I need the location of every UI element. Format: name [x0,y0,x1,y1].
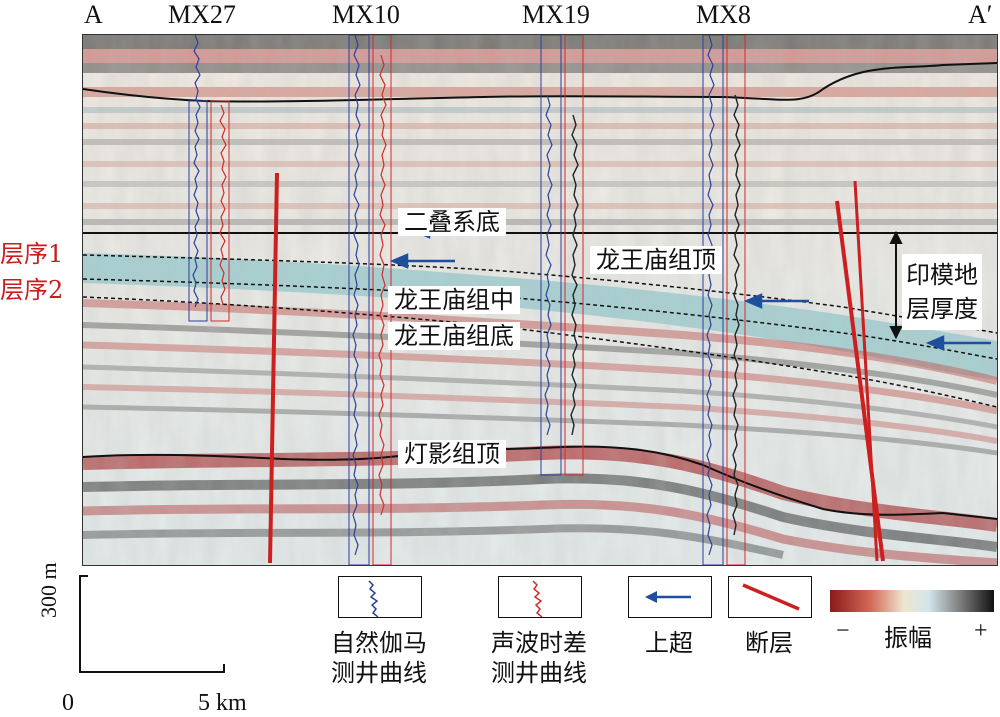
legend-gamma-line2: 测井曲线 [331,659,427,687]
vertical-scale-label: 300 m [36,562,61,618]
sequence-1-label: 层序1 [0,240,64,268]
legend-gamma-swatch [338,576,422,618]
legend-onlap-label: 上超 [645,629,693,657]
permian-base-label: 二叠系底 [398,208,506,236]
lwm-mid-horizon [83,278,997,360]
amplitude-colorbar [830,590,994,612]
thickness-arrow [889,230,903,340]
fault-2 [835,200,885,562]
legend-fault-swatch [728,576,812,618]
amplitude-plus: + [974,618,988,644]
legend-gamma-label: 自然伽马 测井曲线 [314,628,444,688]
well-label-mx27: MX27 [168,0,236,29]
mold-thickness-label: 印模地 层厚度 [902,254,982,330]
amplitude-minus: − [836,618,850,644]
legend-sonic-line1: 声波时差 [491,629,587,657]
scale-bar [79,575,225,673]
seismic-section [82,34,998,566]
horizontal-scale-end: 5 km [198,690,247,716]
legend-gamma-line1: 自然伽马 [331,629,427,657]
dengying-top-horizon [83,445,997,520]
section-start-label: A [84,0,103,29]
fault-1 [268,172,279,564]
mold-thickness-line2: 层厚度 [906,295,978,323]
amplitude-label: 振幅 [884,624,932,652]
horizontal-scale-zero: 0 [62,690,74,716]
legend-sonic-line2: 测井曲线 [491,659,587,687]
well-label-mx19: MX19 [522,0,590,29]
well-label-mx8: MX8 [696,0,751,29]
onlap-arrow-icon [645,591,691,603]
well-label-mx10: MX10 [332,0,400,29]
legend-onlap-swatch [628,576,712,618]
mold-thickness-line1: 印模地 [906,261,978,289]
fault-line-icon [742,583,800,611]
lwm-top-horizon [83,254,997,334]
legend-sonic-label: 声波时差 测井曲线 [474,628,604,688]
lwm-base-horizon [83,296,997,408]
fault-3 [853,180,879,562]
legend-sonic-swatch [498,576,582,618]
lwm-top-label: 龙王庙组顶 [590,246,722,274]
lwm-base-label: 龙王庙组底 [388,322,520,350]
legend-fault-label: 断层 [745,629,793,657]
lwm-mid-label: 龙王庙组中 [388,286,520,314]
dengying-top-label: 灯影组顶 [398,440,506,468]
gamma-curve-icon [368,580,379,618]
section-end-label: A′ [968,0,993,29]
sonic-curve-icon [532,580,543,618]
sequence-2-label: 层序2 [0,276,64,304]
